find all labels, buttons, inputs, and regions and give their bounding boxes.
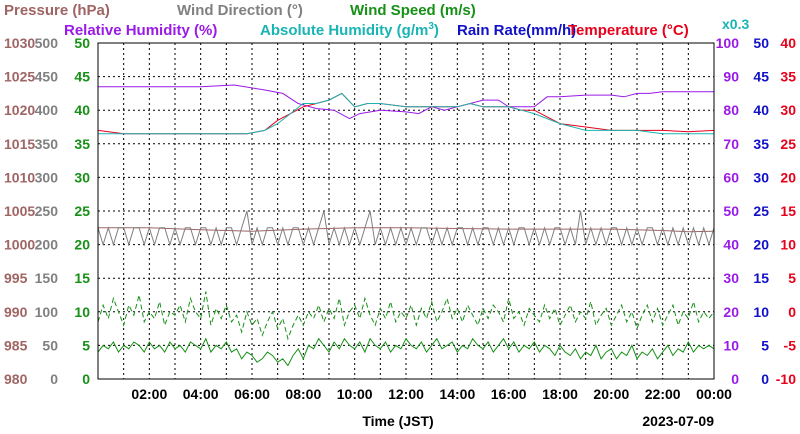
ytick-pressure: 1010 xyxy=(4,169,35,185)
ytick-wind_speed: 35 xyxy=(74,136,90,152)
chart-grid xyxy=(98,43,714,379)
ytick-rain: 0 xyxy=(761,371,769,387)
ytick-wind_dir: 300 xyxy=(35,169,59,185)
ytick-rel_hum: 0 xyxy=(731,371,739,387)
ytick-temp: 30 xyxy=(780,102,796,118)
xtick-label: 10:00 xyxy=(337,386,373,402)
plot-area-frame xyxy=(97,42,715,380)
ytick-rel_hum: 80 xyxy=(723,102,739,118)
series-line-wind_gust xyxy=(97,291,715,341)
legend-factor: x0.3 xyxy=(722,16,749,32)
ytick-rel_hum: 70 xyxy=(723,136,739,152)
ytick-rel_hum: 10 xyxy=(723,337,739,353)
ytick-temp: 35 xyxy=(780,69,796,85)
xtick-label: 02:00 xyxy=(131,386,167,402)
ytick-pressure: 1030 xyxy=(4,35,35,51)
legend-rain: Rain Rate(mm/h) xyxy=(457,22,576,39)
ytick-wind_speed: 40 xyxy=(74,102,90,118)
ytick-temp: 0 xyxy=(788,304,796,320)
legend-temp: Temperature (°C) xyxy=(568,22,689,39)
ytick-pressure: 990 xyxy=(4,304,28,320)
ytick-rel_hum: 100 xyxy=(716,35,740,51)
ytick-wind_speed: 45 xyxy=(74,69,90,85)
ytick-pressure: 1000 xyxy=(4,237,35,253)
ytick-temp: 10 xyxy=(780,237,796,253)
ytick-pressure: 985 xyxy=(4,337,28,353)
xtick-label: 04:00 xyxy=(183,386,219,402)
legend-pressure: Pressure (hPa) xyxy=(4,2,110,19)
xtick-label: 14:00 xyxy=(439,386,475,402)
ytick-rel_hum: 90 xyxy=(723,69,739,85)
xtick-label: 00:00 xyxy=(696,386,732,402)
series-line-pressure xyxy=(98,227,715,233)
ytick-rain: 50 xyxy=(753,35,769,51)
x-axis-label: Time (JST) xyxy=(362,413,433,429)
ytick-rel_hum: 30 xyxy=(723,270,739,286)
ytick-wind_dir: 400 xyxy=(35,102,59,118)
ytick-pressure: 1015 xyxy=(4,136,35,152)
chart-axes: 1030102510201015101010051000995990985980… xyxy=(4,35,796,429)
ytick-wind_speed: 15 xyxy=(74,270,90,286)
xtick-label: 08:00 xyxy=(285,386,321,402)
ytick-pressure: 1025 xyxy=(4,69,35,85)
date-label: 2023-07-09 xyxy=(642,413,714,429)
ytick-rain: 20 xyxy=(753,237,769,253)
ytick-wind_dir: 450 xyxy=(35,69,59,85)
ytick-temp: -5 xyxy=(784,337,797,353)
ytick-temp: -10 xyxy=(776,371,796,387)
ytick-rain: 40 xyxy=(753,102,769,118)
legend-abs_hum: Absolute Humidity (g/m3) xyxy=(260,21,439,39)
ytick-rel_hum: 40 xyxy=(723,237,739,253)
xtick-label: 22:00 xyxy=(645,386,681,402)
legend-wind_dir: Wind Direction (°) xyxy=(177,2,303,19)
ytick-wind_speed: 25 xyxy=(74,203,90,219)
ytick-rain: 10 xyxy=(753,304,769,320)
ytick-rain: 25 xyxy=(753,203,769,219)
ytick-rel_hum: 20 xyxy=(723,304,739,320)
ytick-rain: 5 xyxy=(761,337,769,353)
series-line-rel_hum xyxy=(98,84,714,120)
ytick-wind_speed: 50 xyxy=(74,35,90,51)
ytick-temp: 15 xyxy=(780,203,796,219)
ytick-wind_speed: 30 xyxy=(74,169,90,185)
legend-wind_speed: Wind Speed (m/s) xyxy=(350,2,476,19)
ytick-wind_speed: 5 xyxy=(82,337,90,353)
ytick-temp: 40 xyxy=(780,35,796,51)
xtick-label: 20:00 xyxy=(593,386,629,402)
series-line-wind_speed xyxy=(97,337,715,367)
ytick-wind_dir: 350 xyxy=(35,136,59,152)
ytick-rain: 30 xyxy=(753,169,769,185)
ytick-wind_dir: 500 xyxy=(35,35,59,51)
ytick-temp: 20 xyxy=(780,169,796,185)
ytick-temp: 5 xyxy=(788,270,796,286)
ytick-wind_speed: 20 xyxy=(74,237,90,253)
series-line-abs_hum xyxy=(98,92,714,135)
xtick-label: 06:00 xyxy=(234,386,270,402)
ytick-wind_dir: 50 xyxy=(42,337,58,353)
ytick-temp: 25 xyxy=(780,136,796,152)
chart-legend: Pressure (hPa) Wind Direction (°) Wind Spe… xyxy=(4,2,749,39)
legend-rel_hum: Relative Humidity (%) xyxy=(64,22,217,39)
ytick-pressure: 1020 xyxy=(4,102,35,118)
ytick-wind_dir: 100 xyxy=(35,304,59,320)
xtick-label: 16:00 xyxy=(491,386,527,402)
ytick-pressure: 980 xyxy=(4,371,28,387)
ytick-wind_dir: 150 xyxy=(35,270,59,286)
ytick-wind_dir: 200 xyxy=(35,237,59,253)
ytick-pressure: 1005 xyxy=(4,203,35,219)
ytick-rain: 35 xyxy=(753,136,769,152)
series-line-wind_dir xyxy=(97,210,715,247)
ytick-wind_dir: 0 xyxy=(50,371,58,387)
ytick-rel_hum: 50 xyxy=(723,203,739,219)
ytick-wind_dir: 250 xyxy=(35,203,59,219)
xtick-label: 12:00 xyxy=(388,386,424,402)
ytick-wind_speed: 10 xyxy=(74,304,90,320)
ytick-rel_hum: 60 xyxy=(723,169,739,185)
ytick-wind_speed: 0 xyxy=(82,371,90,387)
xtick-label: 18:00 xyxy=(542,386,578,402)
ytick-pressure: 995 xyxy=(4,270,28,286)
ytick-rain: 45 xyxy=(753,69,769,85)
ytick-rain: 15 xyxy=(753,270,769,286)
